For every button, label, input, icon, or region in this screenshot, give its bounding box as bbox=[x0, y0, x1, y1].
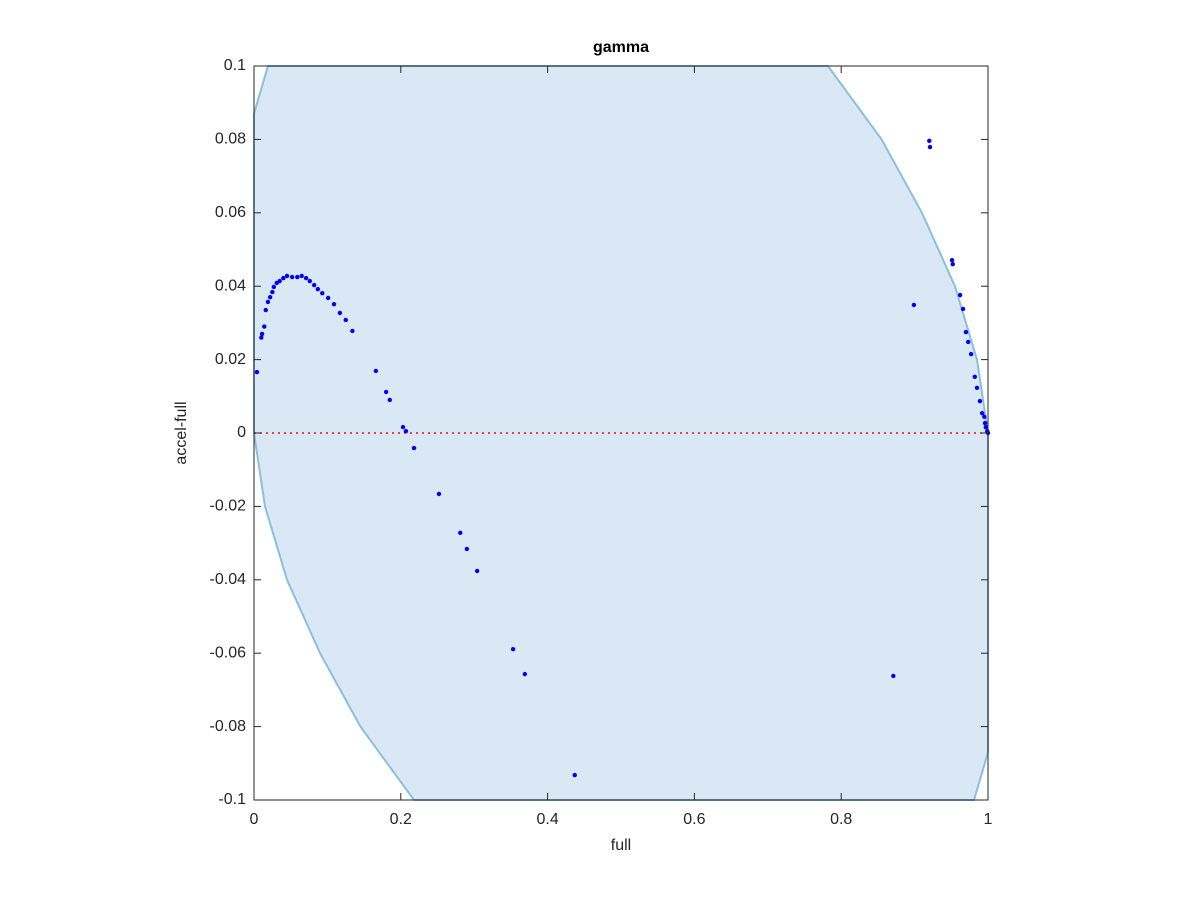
data-point bbox=[522, 671, 528, 677]
data-point bbox=[311, 282, 317, 288]
data-point bbox=[263, 307, 268, 313]
y-tick-label: 0.1 bbox=[224, 57, 246, 74]
y-tick-label: -0.1 bbox=[218, 791, 246, 808]
data-point bbox=[464, 546, 470, 552]
data-point bbox=[259, 335, 264, 340]
data-point bbox=[262, 324, 267, 329]
data-point bbox=[320, 290, 325, 296]
data-point bbox=[979, 410, 985, 416]
data-point bbox=[982, 420, 988, 426]
data-point bbox=[295, 274, 300, 280]
data-point bbox=[343, 317, 348, 323]
data-point bbox=[325, 295, 331, 301]
data-point bbox=[957, 292, 963, 298]
data-point bbox=[949, 257, 955, 263]
data-point bbox=[337, 310, 343, 316]
y-axis-label: accel-full bbox=[173, 401, 190, 464]
data-point bbox=[436, 491, 442, 497]
x-tick-label: 0.6 bbox=[683, 811, 705, 828]
data-point bbox=[963, 329, 969, 335]
data-point bbox=[307, 278, 312, 284]
data-point bbox=[303, 275, 309, 281]
y-tick-label: -0.06 bbox=[210, 644, 247, 661]
chart-title: gamma bbox=[593, 39, 649, 56]
y-tick-label: -0.08 bbox=[210, 718, 247, 735]
data-point bbox=[383, 389, 389, 395]
data-point bbox=[299, 273, 304, 279]
data-point bbox=[960, 306, 966, 312]
x-tick-label: 0.8 bbox=[830, 811, 852, 828]
data-point bbox=[289, 274, 295, 280]
x-tick-label: 0 bbox=[250, 811, 259, 828]
data-point bbox=[974, 385, 980, 391]
data-point bbox=[254, 369, 260, 375]
y-tick-label: 0.08 bbox=[215, 131, 246, 148]
y-tick-label: 0 bbox=[237, 424, 246, 441]
data-point bbox=[403, 428, 409, 434]
data-point bbox=[927, 138, 932, 144]
data-point bbox=[982, 414, 987, 420]
data-point bbox=[458, 530, 463, 536]
data-point bbox=[265, 299, 271, 305]
x-tick-label: 1 bbox=[984, 811, 993, 828]
data-point bbox=[927, 144, 933, 150]
data-point bbox=[950, 261, 955, 267]
data-point bbox=[891, 673, 896, 679]
data-point bbox=[972, 374, 977, 380]
data-point bbox=[271, 284, 277, 290]
data-point bbox=[259, 331, 265, 337]
data-point bbox=[373, 368, 379, 374]
data-point bbox=[350, 328, 355, 334]
data-point bbox=[400, 424, 406, 430]
data-point bbox=[983, 424, 988, 430]
data-point bbox=[911, 302, 917, 308]
data-point bbox=[267, 295, 273, 300]
data-point bbox=[965, 339, 971, 345]
data-point bbox=[281, 275, 286, 281]
data-point bbox=[284, 273, 290, 279]
data-point bbox=[331, 301, 337, 307]
y-tick-label: -0.02 bbox=[210, 498, 247, 515]
data-point bbox=[510, 646, 516, 652]
data-point bbox=[387, 397, 392, 403]
x-axis-label: full bbox=[611, 837, 631, 854]
data-point bbox=[315, 286, 321, 292]
data-point bbox=[277, 278, 282, 284]
data-point bbox=[474, 568, 480, 574]
y-tick-label: -0.04 bbox=[210, 571, 247, 588]
data-point bbox=[977, 398, 983, 404]
y-tick-label: 0.02 bbox=[215, 351, 246, 368]
data-point bbox=[572, 772, 577, 778]
data-point bbox=[411, 445, 417, 451]
x-tick-label: 0.4 bbox=[536, 811, 558, 828]
y-tick-label: 0.04 bbox=[215, 277, 246, 294]
y-tick-label: 0.06 bbox=[215, 204, 246, 221]
data-point bbox=[968, 351, 974, 357]
x-tick-label: 0.2 bbox=[390, 811, 412, 828]
data-point bbox=[270, 289, 275, 295]
